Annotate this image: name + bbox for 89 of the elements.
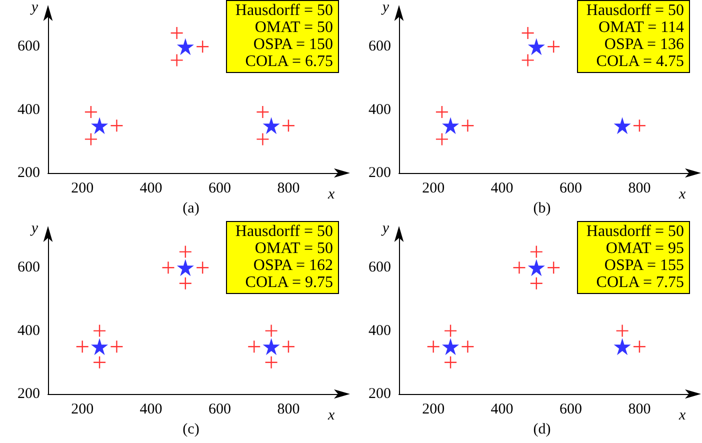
y-axis-title: y: [29, 0, 38, 16]
y-tick-label: 200: [368, 386, 391, 402]
point: [176, 38, 194, 56]
point: [162, 262, 174, 274]
y-tick-label: 200: [18, 386, 40, 402]
point: [436, 133, 448, 146]
point: [262, 117, 280, 134]
annotation: COLA = 6.75: [244, 53, 333, 70]
x-tick-label: 200: [422, 180, 445, 196]
point: [462, 340, 474, 353]
point: [442, 338, 460, 356]
text: (a): [182, 200, 200, 216]
point: [262, 338, 280, 356]
x-tick-label: 200: [71, 402, 94, 418]
point: [530, 246, 542, 258]
point: [110, 120, 123, 132]
text: (c): [182, 422, 200, 438]
point: [91, 338, 108, 356]
text: (b): [533, 200, 551, 216]
x-tick-label: 400: [490, 402, 514, 418]
y-tick-label: 400: [18, 322, 40, 339]
point: [179, 246, 192, 258]
annotation: COLA = 7.75: [595, 274, 684, 291]
annotation: OMAT = 50: [254, 19, 333, 36]
x-tick-label: 600: [208, 180, 232, 196]
x-axis-title: x: [678, 186, 686, 202]
x-tick-label: 400: [490, 180, 514, 196]
point: [528, 259, 545, 276]
annotation: Hausdorff = 50: [586, 223, 684, 240]
point: [84, 133, 97, 146]
point: [256, 106, 269, 118]
point: [176, 259, 194, 276]
x-tick-label: 400: [140, 402, 162, 418]
point: [444, 324, 457, 337]
x-tick-label: 600: [208, 402, 232, 418]
y-tick-label: 600: [368, 38, 391, 55]
y-axis-title: y: [29, 220, 38, 236]
annotation: OSPA = 155: [603, 257, 684, 274]
y-axis-title: y: [380, 220, 390, 236]
y-tick-label: 400: [18, 102, 40, 118]
y-tick-label: 600: [368, 260, 391, 276]
point: [513, 262, 526, 274]
annotation: OMAT = 114: [598, 19, 684, 36]
annotation: COLA = 4.75: [595, 53, 684, 70]
x-tick-label: 800: [277, 402, 300, 418]
x-tick-label: 800: [628, 180, 651, 196]
point: [94, 324, 106, 337]
annotation: OSPA = 136: [603, 36, 684, 53]
x-tick-label: 800: [277, 180, 300, 196]
point: [110, 340, 123, 353]
text: (d): [533, 422, 551, 438]
x-axis-title: x: [327, 408, 335, 424]
point: [522, 27, 534, 40]
x-tick-label: 200: [422, 402, 445, 418]
y-tick-label: 200: [368, 165, 391, 181]
annotation: OSPA = 150: [252, 36, 333, 53]
annotation: OMAT = 50: [254, 240, 333, 257]
point: [256, 133, 269, 146]
y-tick-label: 600: [18, 260, 40, 276]
point: [91, 117, 108, 134]
point: [265, 356, 278, 368]
annotation: Hausdorff = 50: [235, 2, 333, 19]
x-tick-label: 600: [560, 180, 582, 196]
y-tick-label: 400: [368, 102, 391, 118]
x-tick-label: 400: [140, 180, 162, 196]
point: [614, 338, 631, 356]
annotation: OSPA = 162: [252, 257, 333, 274]
point: [442, 117, 460, 134]
y-tick-label: 600: [18, 38, 40, 55]
point: [522, 54, 534, 66]
x-tick-label: 800: [628, 402, 651, 418]
x-axis-title: x: [678, 408, 686, 424]
y-tick-label: 200: [18, 165, 40, 181]
point: [614, 117, 631, 134]
point: [265, 324, 278, 337]
x-axis-title: x: [327, 186, 335, 202]
point: [528, 38, 545, 56]
annotation: OMAT = 95: [604, 240, 684, 257]
point: [616, 324, 628, 337]
annotation: Hausdorff = 50: [586, 2, 684, 19]
point: [462, 120, 474, 132]
x-tick-label: 600: [560, 402, 582, 418]
y-axis-title: y: [380, 0, 390, 16]
point: [170, 54, 183, 66]
x-tick-label: 200: [71, 180, 94, 196]
point: [170, 27, 183, 40]
annotation: Hausdorff = 50: [235, 223, 333, 240]
y-tick-label: 400: [368, 322, 391, 339]
annotation: COLA = 9.75: [244, 274, 333, 291]
